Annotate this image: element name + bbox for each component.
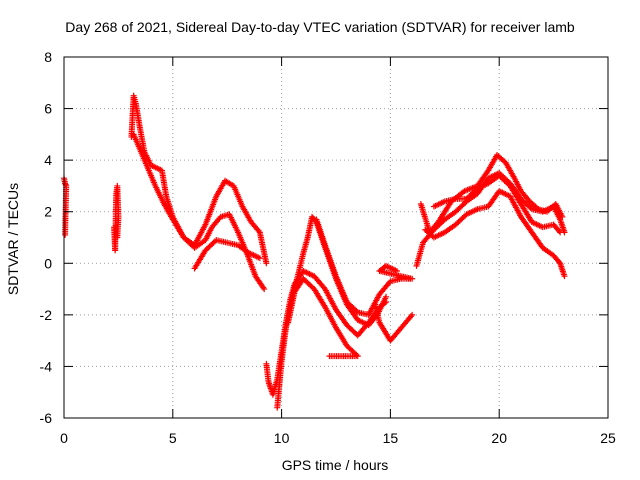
data-point: [114, 234, 121, 241]
y-tick-label: 4: [44, 152, 52, 168]
x-axis-label: GPS time / hours: [282, 457, 389, 473]
axis-ticks: 0 5 10 15 20 25 -6 -4 -2 0 2 4 6 8: [40, 49, 616, 446]
x-tick-label: 20: [491, 430, 507, 446]
y-tick-label: -2: [40, 307, 53, 323]
data-point: [256, 255, 263, 262]
data-point: [326, 353, 333, 360]
y-axis-label: SDTVAR / TECUs: [5, 183, 21, 295]
y-tick-label: -4: [40, 358, 53, 374]
y-tick-label: 0: [44, 255, 52, 271]
x-tick-label: 15: [383, 430, 399, 446]
x-tick-label: 10: [274, 430, 290, 446]
x-tick-label: 0: [60, 430, 68, 446]
data-point: [393, 268, 400, 275]
grid: [64, 57, 608, 418]
data-point: [409, 311, 416, 318]
x-tick-label: 25: [600, 430, 616, 446]
data-point: [62, 231, 69, 238]
x-tick-label: 5: [169, 430, 177, 446]
data-points: [61, 92, 568, 411]
data-point: [261, 286, 268, 293]
y-tick-label: -6: [40, 410, 53, 426]
plot-frame: [63, 56, 609, 419]
data-point: [559, 213, 566, 220]
data-point: [383, 293, 390, 300]
y-tick-label: 2: [44, 204, 52, 220]
data-point: [557, 229, 564, 236]
data-point: [263, 260, 270, 267]
y-tick-label: 6: [44, 101, 52, 117]
data-point: [527, 204, 534, 211]
data-point: [561, 273, 568, 280]
y-tick-label: 8: [44, 49, 52, 65]
data-point: [353, 307, 360, 314]
chart-title: Day 268 of 2021, Sidereal Day-to-day VTE…: [65, 19, 575, 35]
data-point: [556, 228, 563, 235]
